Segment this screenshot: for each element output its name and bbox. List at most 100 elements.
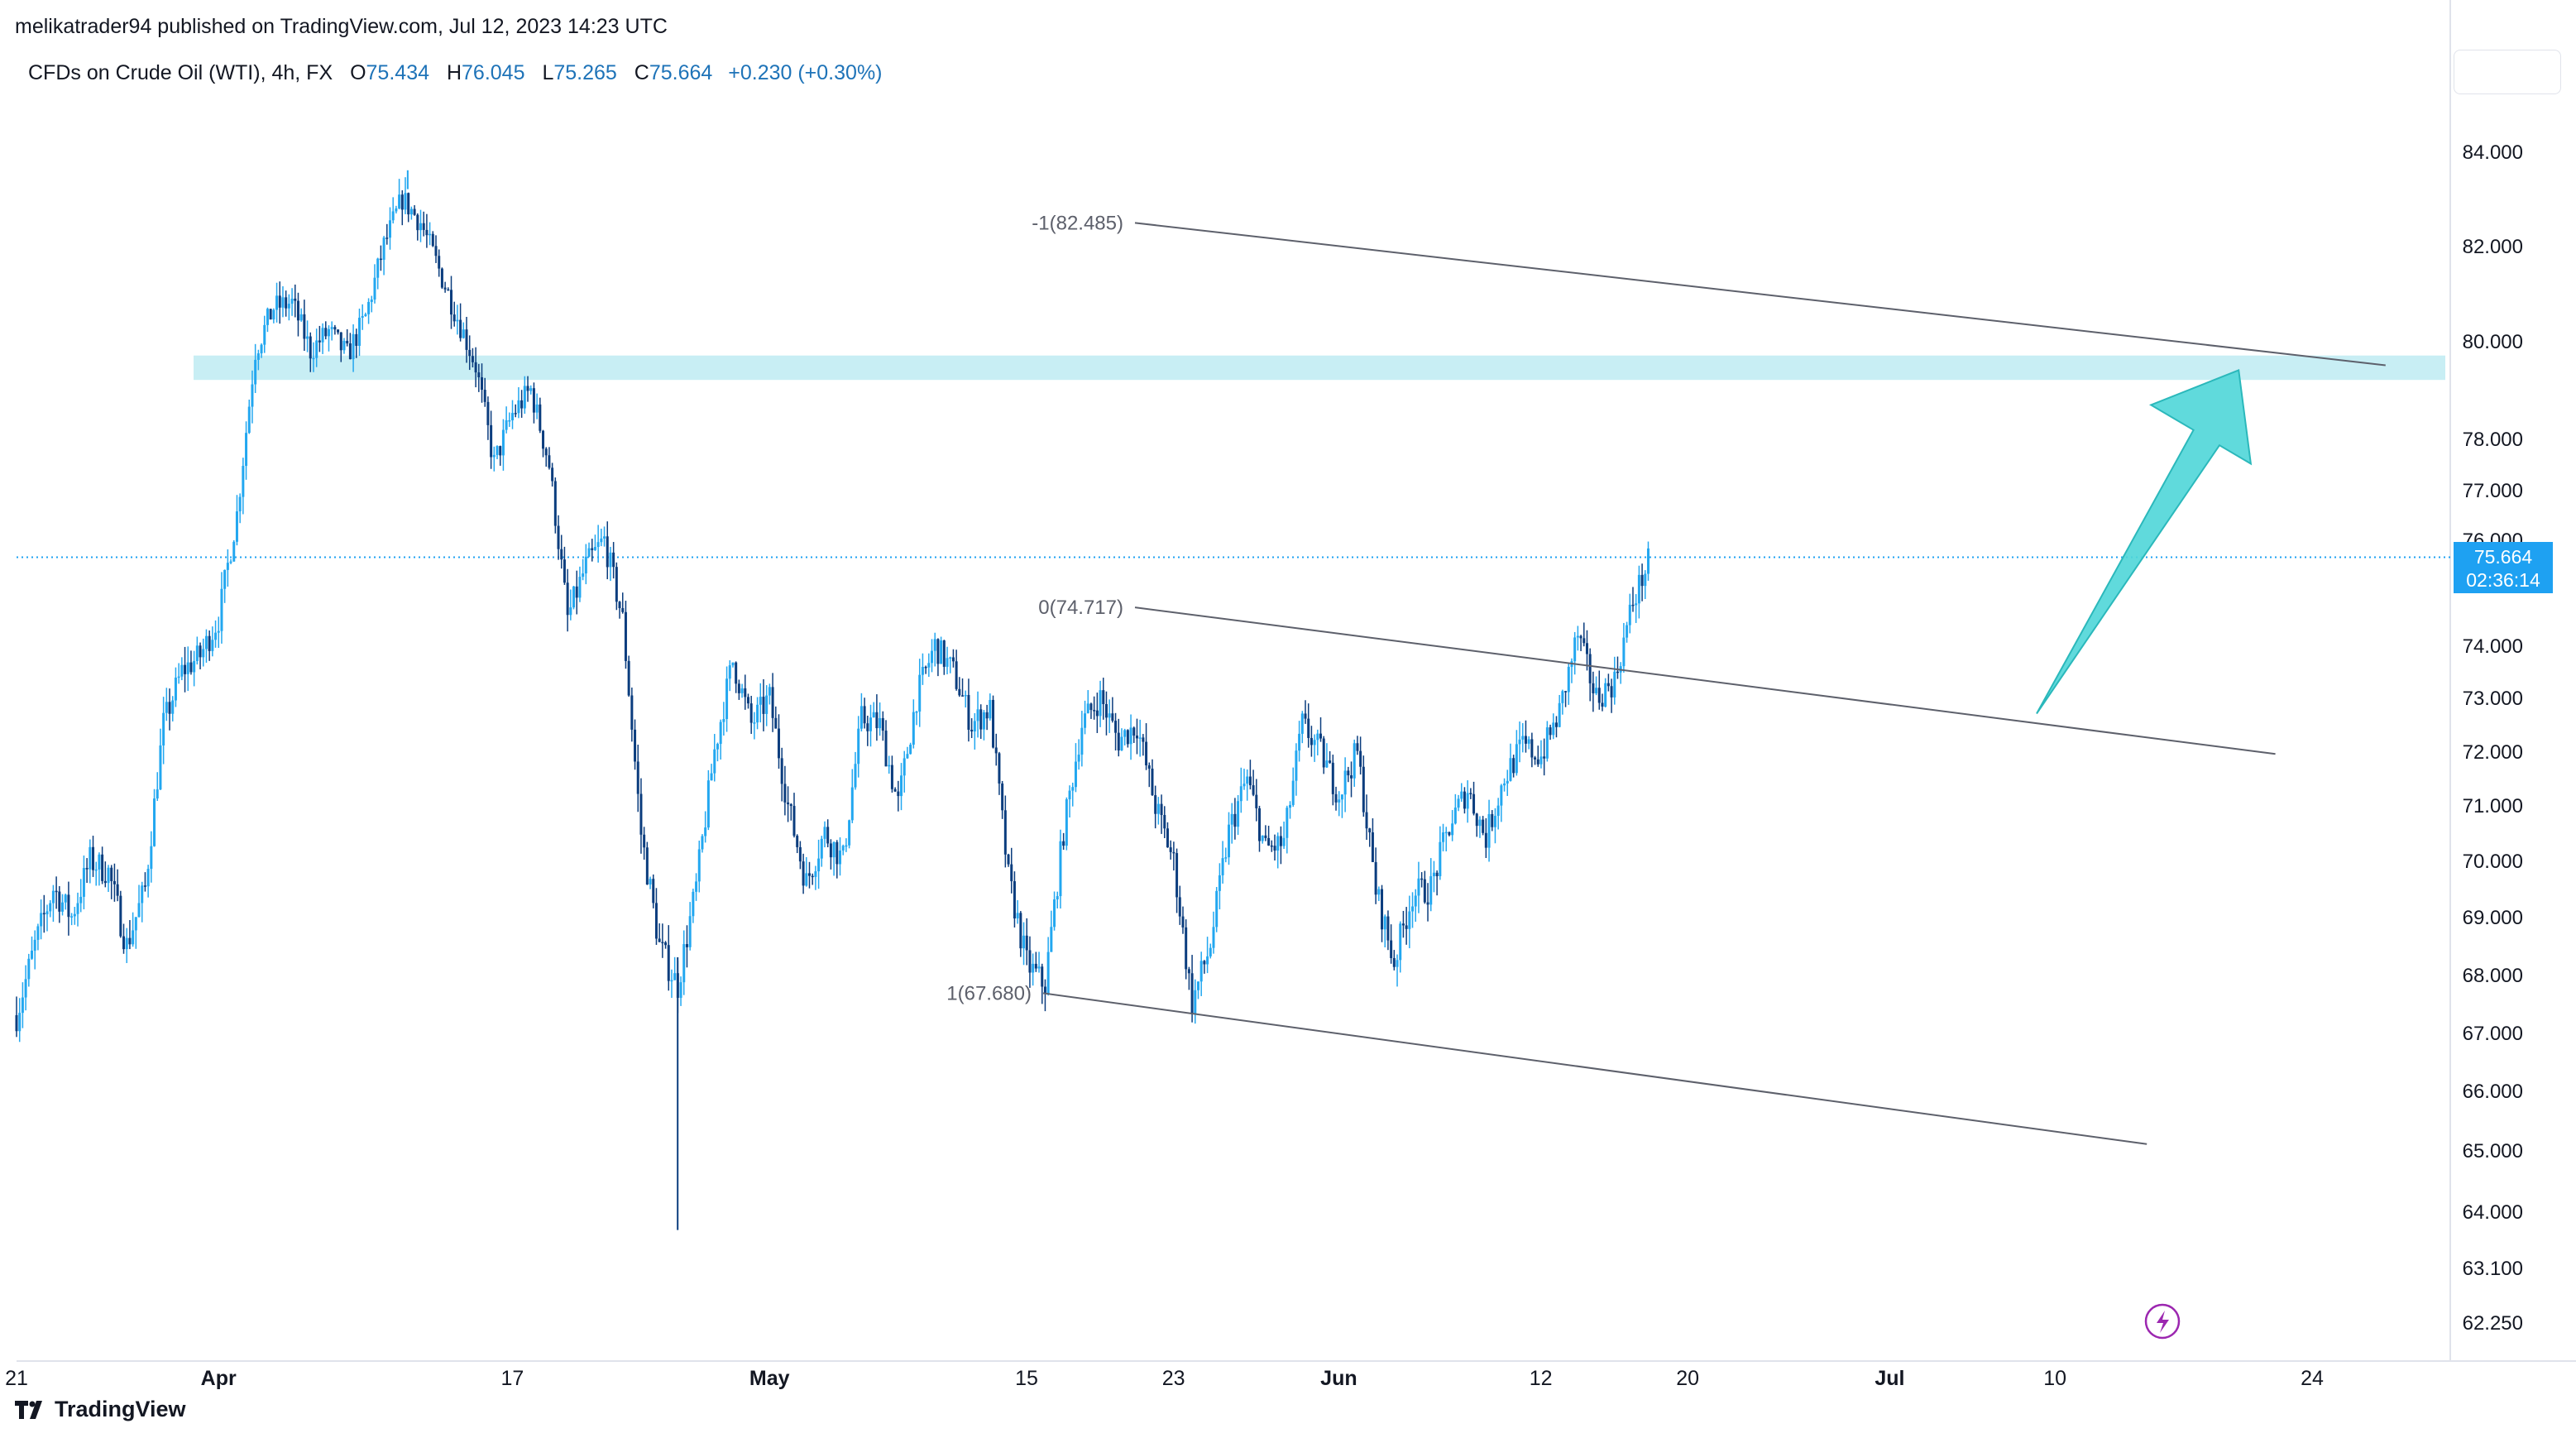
candle-body — [1248, 776, 1252, 786]
candle-body — [1331, 762, 1334, 794]
candle-body — [107, 867, 110, 884]
current-price-value: 75.664 — [2473, 546, 2533, 568]
candle-body — [866, 723, 869, 731]
open-label: O — [350, 61, 366, 84]
candle-body — [624, 611, 627, 661]
candles-group — [15, 177, 1650, 1043]
candle-body — [184, 664, 187, 674]
candle-body — [1120, 736, 1123, 750]
candle-body — [89, 846, 92, 870]
candle-body — [98, 854, 101, 870]
candle-body — [1007, 854, 1010, 865]
candle-body — [27, 958, 31, 980]
candle-body — [1224, 857, 1228, 859]
candle-body — [242, 466, 245, 497]
candle-body — [419, 223, 422, 231]
candle-body — [422, 223, 425, 230]
candle-body — [278, 295, 281, 308]
candle-body — [116, 884, 119, 896]
change-value: +0.230 (+0.30%) — [728, 61, 883, 84]
candle-body — [1432, 872, 1435, 877]
candle-body — [1237, 801, 1240, 827]
candle-body — [208, 635, 211, 651]
candle-body — [1597, 688, 1601, 703]
candle-body — [606, 536, 609, 568]
candle-body — [539, 404, 542, 431]
candle-body — [1365, 812, 1368, 829]
channel-label: -1(82.485) — [1032, 212, 1123, 234]
candle-body — [985, 712, 989, 719]
candle-body — [486, 401, 490, 425]
candle-body — [973, 721, 976, 732]
candle-body — [768, 687, 771, 696]
candle-body — [1053, 899, 1056, 928]
candle-body — [438, 256, 441, 269]
candle-body — [725, 678, 729, 720]
candle-body — [459, 319, 462, 338]
candle-body — [309, 336, 312, 359]
candle-body — [1626, 625, 1629, 638]
candle-body — [909, 745, 912, 755]
candle-body — [1319, 733, 1323, 739]
candle-body — [327, 328, 330, 337]
candle-body — [388, 220, 391, 238]
candle-body — [1230, 813, 1233, 825]
candle-body — [1371, 832, 1374, 862]
candle-body — [272, 309, 275, 320]
candle-body — [780, 758, 783, 784]
candle-body — [520, 400, 524, 409]
candle-body — [1199, 961, 1203, 982]
candle-body — [505, 419, 508, 430]
candle-body — [269, 309, 272, 320]
candle-body — [42, 913, 45, 915]
candle-body — [1068, 790, 1071, 800]
candle-body — [1108, 713, 1111, 718]
x-tick-label: 15 — [1015, 1367, 1038, 1390]
footer-brand[interactable]: TradingView — [15, 1397, 186, 1422]
candle-body — [202, 649, 205, 658]
candle-body — [958, 688, 961, 696]
high-label: H — [446, 61, 462, 84]
candle-body — [245, 433, 248, 467]
candle-body — [156, 789, 159, 799]
candle-body — [1478, 819, 1482, 827]
x-tick-label: Jun — [1320, 1367, 1357, 1390]
candle-body — [1451, 823, 1454, 836]
candle-body — [701, 836, 704, 850]
candle-body — [110, 867, 113, 881]
symbol-name[interactable]: CFDs on Crude Oil (WTI), 4h, FX — [28, 61, 333, 84]
candle-body — [333, 327, 337, 330]
candle-body — [942, 640, 946, 667]
candle-body — [722, 719, 725, 722]
x-tick-label: Jul — [1875, 1367, 1904, 1390]
candle-body — [1169, 847, 1172, 852]
candle-body — [1270, 845, 1273, 847]
candle-body — [229, 561, 232, 563]
candle-body — [342, 340, 346, 351]
top-right-box[interactable] — [2454, 50, 2561, 94]
candle-body — [553, 481, 557, 526]
candle-body — [165, 702, 168, 713]
candle-body — [789, 804, 792, 807]
candle-body — [398, 194, 401, 209]
candle-body — [749, 703, 753, 723]
candle-body — [1512, 758, 1515, 774]
candle-body — [685, 944, 688, 947]
candle-body — [551, 467, 554, 482]
candle-body — [1561, 691, 1564, 703]
candle-body — [174, 677, 177, 701]
open-value: 75.434 — [366, 61, 429, 84]
candle-body — [294, 298, 297, 301]
candle-body — [578, 577, 582, 598]
candle-body — [774, 717, 778, 729]
candle-body — [762, 697, 765, 714]
candle-body — [949, 657, 952, 659]
candle-body — [1196, 981, 1199, 990]
candle-body — [658, 938, 661, 942]
candle-body — [471, 356, 474, 362]
candle-body — [51, 890, 55, 904]
candle-body — [1334, 793, 1338, 803]
candle-body — [1558, 702, 1561, 727]
candle-body — [1329, 760, 1332, 763]
